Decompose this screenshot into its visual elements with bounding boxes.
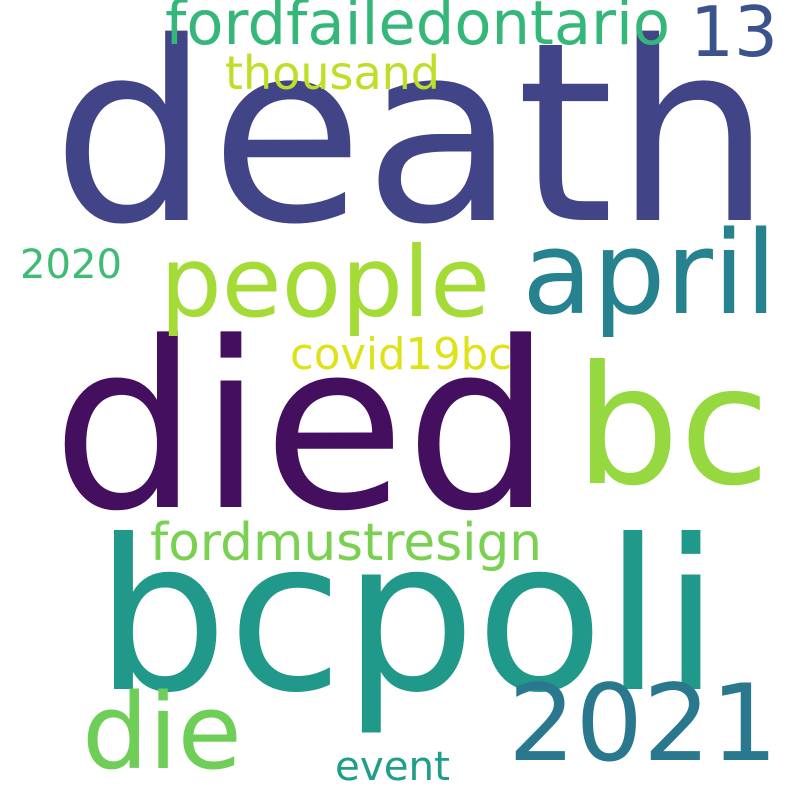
word-2020: 2020 [20, 242, 122, 289]
word-die: die [82, 670, 242, 793]
word-died: died [52, 291, 552, 562]
word-bc: bc [575, 330, 770, 523]
word-covid19bc: covid19bc [290, 330, 512, 381]
word-event: event [335, 743, 450, 791]
word-bcpoli: bcpoli [95, 495, 720, 739]
word-fordmustresign: fordmustresign [150, 512, 543, 573]
word-2021: 2021 [508, 662, 778, 786]
word-death: death [52, 0, 772, 280]
word-13: 13 [690, 0, 778, 74]
word-fordfailedontario: fordfailedontario [165, 0, 671, 60]
word-people: people [160, 225, 490, 339]
word-thousand: thousand [225, 45, 440, 100]
word-april: april [522, 206, 777, 341]
